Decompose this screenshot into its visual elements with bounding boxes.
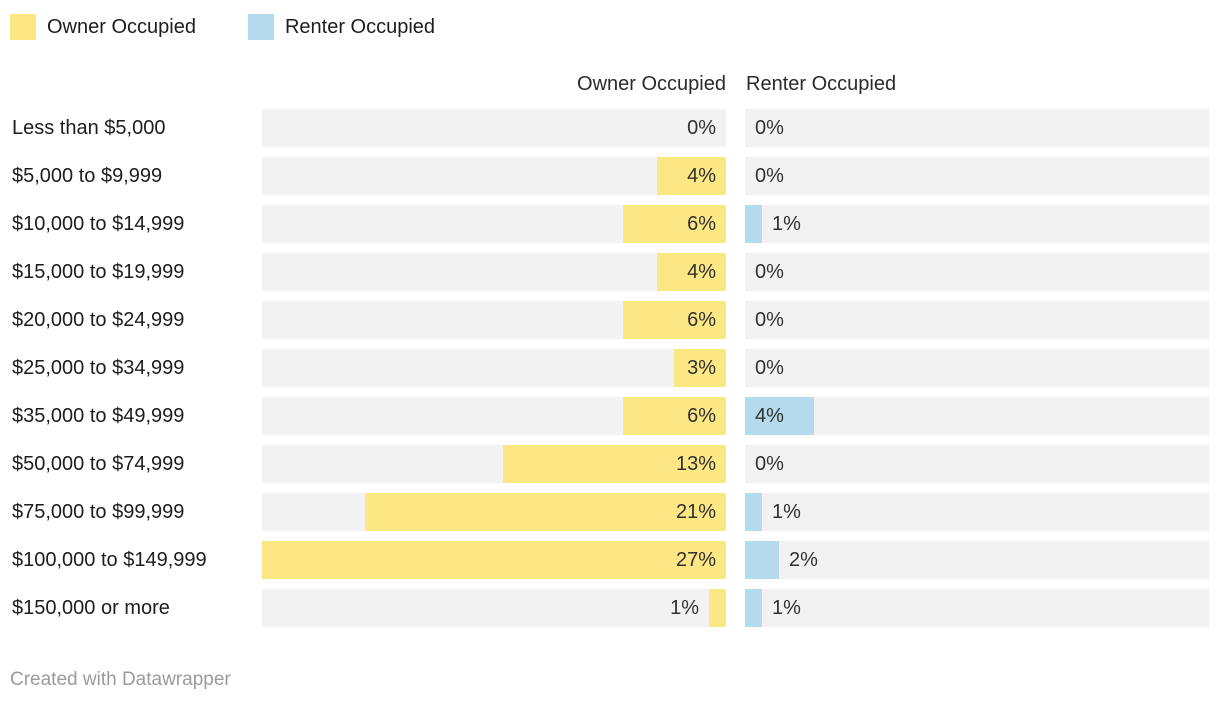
- renter-bar-track: 4%: [745, 397, 1209, 435]
- owner-value-label: 4%: [687, 261, 716, 283]
- owner-bar-track: 6%: [262, 301, 726, 339]
- owner-bar-track: 4%: [262, 253, 726, 291]
- legend-item-renter: Renter Occupied: [247, 14, 436, 40]
- owner-column-header: Owner Occupied: [577, 73, 726, 95]
- renter-bar-track: 2%: [745, 541, 1209, 579]
- renter-bar: [745, 589, 762, 627]
- renter-value-label: 0%: [755, 117, 784, 139]
- renter-column-header: Renter Occupied: [746, 73, 897, 95]
- legend-label-owner: Owner Occupied: [47, 15, 196, 38]
- category-label: $75,000 to $99,999: [12, 501, 185, 523]
- renter-value-label: 0%: [755, 165, 784, 187]
- category-label: $15,000 to $19,999: [12, 261, 185, 283]
- renter-bar: [745, 397, 814, 435]
- attribution-text: Created with Datawrapper: [10, 669, 231, 690]
- renter-bar-track: 0%: [745, 109, 1209, 147]
- renter-value-label: 1%: [772, 501, 801, 523]
- category-label: $35,000 to $49,999: [12, 405, 185, 427]
- owner-bar-track: 6%: [262, 397, 726, 435]
- legend-item-owner: Owner Occupied: [10, 14, 196, 40]
- chart-row: $5,000 to $9,999 4% 0%: [0, 157, 1220, 195]
- owner-value-label: 6%: [687, 213, 716, 235]
- renter-bar-track: 0%: [745, 445, 1209, 483]
- renter-value-label: 0%: [755, 309, 784, 331]
- renter-value-label: 0%: [755, 261, 784, 283]
- owner-value-label: 6%: [687, 405, 716, 427]
- chart-row: $100,000 to $149,999 27% 2%: [0, 541, 1220, 579]
- category-label: $5,000 to $9,999: [12, 165, 163, 187]
- owner-bar: [623, 205, 726, 243]
- owner-bar-track: 4%: [262, 157, 726, 195]
- owner-swatch-icon: [10, 14, 36, 40]
- renter-value-label: 0%: [755, 357, 784, 379]
- owner-bar: [709, 589, 726, 627]
- chart-row: $20,000 to $24,999 6% 0%: [0, 301, 1220, 339]
- chart-row: $75,000 to $99,999 21% 1%: [0, 493, 1220, 531]
- renter-bar: [745, 205, 762, 243]
- renter-bar-track: 1%: [745, 205, 1209, 243]
- owner-bar: [365, 493, 726, 531]
- renter-bar: [745, 541, 779, 579]
- chart-row: $35,000 to $49,999 6% 4%: [0, 397, 1220, 435]
- category-label: $50,000 to $74,999: [12, 453, 185, 475]
- category-label: $10,000 to $14,999: [12, 213, 185, 235]
- category-label: Less than $5,000: [12, 117, 166, 139]
- owner-value-label: 4%: [687, 165, 716, 187]
- owner-bar: [657, 157, 726, 195]
- chart-row: $25,000 to $34,999 3% 0%: [0, 349, 1220, 387]
- category-label: $20,000 to $24,999: [12, 309, 185, 331]
- owner-value-label: 0%: [687, 117, 716, 139]
- owner-bar-track: 21%: [262, 493, 726, 531]
- owner-bar-track: 27%: [262, 541, 726, 579]
- chart-rows: Less than $5,000 0% 0% $5,000 to $9,999 4% 0%…: [0, 109, 1220, 637]
- chart-row: $10,000 to $14,999 6% 1%: [0, 205, 1220, 243]
- owner-bar: [657, 253, 726, 291]
- renter-bar-track: 0%: [745, 253, 1209, 291]
- owner-value-label: 27%: [675, 549, 716, 571]
- chart-row: $150,000 or more 1% 1%: [0, 589, 1220, 627]
- renter-bar-track: 1%: [745, 493, 1209, 531]
- owner-bar-track: 13%: [262, 445, 726, 483]
- owner-bar-track: 3%: [262, 349, 726, 387]
- owner-bar: [674, 349, 726, 387]
- chart-row: $50,000 to $74,999 13% 0%: [0, 445, 1220, 483]
- owner-bar-track: 6%: [262, 205, 726, 243]
- owner-bar: [623, 397, 726, 435]
- owner-value-label: 13%: [675, 453, 716, 475]
- chart-row: Less than $5,000 0% 0%: [0, 109, 1220, 147]
- renter-value-label: 1%: [772, 213, 801, 235]
- category-label: $100,000 to $149,999: [12, 549, 207, 571]
- owner-value-label: 1%: [670, 597, 699, 619]
- legend-label-renter: Renter Occupied: [284, 15, 436, 38]
- renter-value-label: 2%: [789, 549, 818, 571]
- renter-bar-track: 0%: [745, 301, 1209, 339]
- renter-value-label: 0%: [755, 453, 784, 475]
- renter-value-label: 4%: [755, 405, 784, 427]
- renter-bar-track: 1%: [745, 589, 1209, 627]
- chart-row: $15,000 to $19,999 4% 0%: [0, 253, 1220, 291]
- renter-swatch-icon: [247, 14, 274, 40]
- renter-bar-track: 0%: [745, 157, 1209, 195]
- renter-bar: [745, 493, 762, 531]
- renter-value-label: 1%: [772, 597, 801, 619]
- owner-bar: [623, 301, 726, 339]
- category-label: $150,000 or more: [12, 597, 170, 619]
- owner-bar: [503, 445, 726, 483]
- category-label: $25,000 to $34,999: [12, 357, 185, 379]
- owner-bar-track: 0%: [262, 109, 726, 147]
- owner-value-label: 6%: [687, 309, 716, 331]
- owner-bar-track: 1%: [262, 589, 726, 627]
- owner-value-label: 3%: [687, 357, 716, 379]
- renter-bar-track: 0%: [745, 349, 1209, 387]
- owner-value-label: 21%: [675, 501, 716, 523]
- owner-bar: [262, 541, 726, 579]
- legend: Owner Occupied Renter Occupied: [10, 14, 435, 40]
